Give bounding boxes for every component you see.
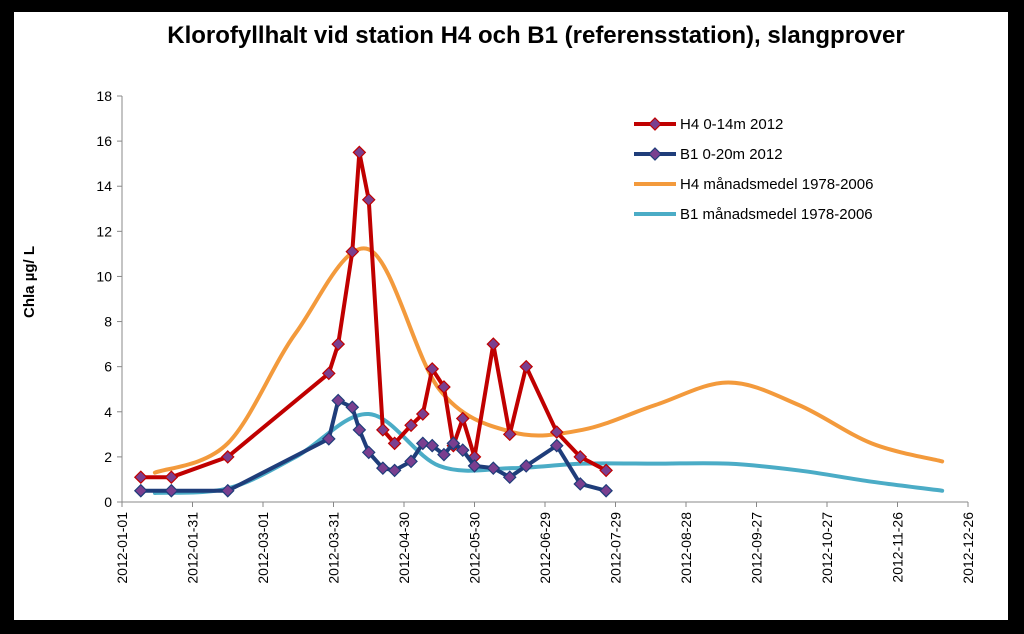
data-point [387, 463, 402, 478]
legend-label: H4 månadsmedel 1978-2006 [680, 176, 873, 193]
data-point [549, 438, 564, 453]
data-point [352, 422, 367, 437]
data-point [376, 422, 390, 437]
x-tick-label: 2012-04-30 [396, 512, 412, 584]
data-point [361, 192, 376, 207]
data-point [220, 450, 235, 464]
data-point [446, 436, 461, 451]
data-point [573, 477, 588, 491]
y-tick-label: 10 [96, 268, 112, 284]
data-point [415, 436, 430, 451]
series-line [152, 412, 945, 495]
x-tick-label: 2012-12-26 [960, 512, 976, 584]
data-point [437, 380, 451, 394]
data-point [321, 431, 336, 446]
data-point [331, 337, 346, 351]
data-point [486, 337, 501, 351]
data-point [467, 459, 482, 473]
x-tick-label: 2012-01-31 [185, 512, 201, 584]
y-tick-label: 4 [104, 404, 112, 420]
legend: H4 0-14m 2012 B1 0-20m 2012 H4 månadsmedel… [634, 116, 873, 223]
data-point [455, 411, 470, 426]
data-point [404, 454, 418, 469]
series-1 [133, 393, 613, 498]
x-tick-label: 2012-05-30 [467, 512, 483, 584]
chart-title: Klorofyllhalt vid station H4 och B1 (ref… [167, 22, 905, 49]
x-tick-label: 2012-11-26 [890, 512, 906, 583]
data-point [361, 445, 376, 460]
data-point [455, 443, 470, 457]
y-tick-label: 6 [104, 359, 112, 375]
data-point [133, 470, 148, 485]
x-tick-label: 2012-09-27 [749, 512, 765, 584]
y-tick-label: 0 [104, 494, 112, 510]
data-point [425, 438, 440, 453]
x-tick-label: 2012-10-27 [819, 512, 835, 584]
data-point [549, 425, 564, 439]
series-3 [152, 412, 945, 495]
series-line [152, 246, 945, 475]
series-0 [133, 145, 613, 485]
legend-label: H4 0-14m 2012 [680, 116, 783, 133]
data-point [345, 400, 360, 415]
data-point [599, 463, 613, 478]
data-point [502, 470, 517, 485]
x-tick-label: 2012-06-29 [537, 512, 553, 584]
y-tick-label: 16 [96, 133, 112, 149]
data-point [519, 359, 534, 374]
legend-marker [648, 147, 662, 161]
data-point [437, 447, 451, 462]
x-tick-label: 2012-01-01 [114, 512, 130, 584]
data-point [425, 362, 440, 376]
y-tick-label: 8 [104, 314, 112, 330]
y-axis-label: Chla µg/ L [21, 246, 38, 318]
y-tick-label: 12 [96, 223, 112, 239]
axes: 0 2 4 6 8 10 12 14 16 18 2012-01-01 2012-01-31 2012-… [96, 88, 976, 584]
x-tick-label: 2012-03-31 [326, 512, 342, 584]
data-point [599, 483, 613, 498]
x-tick-label: 2012-08-28 [678, 512, 694, 584]
data-point [486, 461, 501, 476]
data-point [404, 418, 418, 433]
data-point [133, 483, 148, 498]
data-point [321, 366, 336, 381]
data-point [164, 470, 179, 485]
data-point [352, 145, 367, 160]
x-tick-label: 2012-03-01 [255, 512, 271, 584]
series-layer [133, 145, 945, 498]
y-tick-label: 18 [96, 88, 112, 104]
series-2 [152, 246, 945, 475]
data-point [502, 427, 517, 442]
y-tick-label: 14 [96, 178, 112, 194]
legend-marker [648, 117, 662, 131]
y-tick-label: 2 [104, 449, 112, 465]
x-tick-label: 2012-07-29 [608, 512, 624, 584]
data-point [331, 393, 346, 408]
data-point [220, 483, 235, 498]
data-point [387, 436, 402, 451]
data-point [519, 459, 534, 473]
data-point [164, 483, 179, 498]
legend-label: B1 månadsmedel 1978-2006 [680, 206, 873, 223]
chart-panel [14, 12, 1008, 620]
data-point [415, 407, 430, 421]
legend-label: B1 0-20m 2012 [680, 146, 783, 163]
data-point [376, 461, 390, 476]
data-point [345, 244, 360, 259]
data-point [573, 450, 588, 464]
